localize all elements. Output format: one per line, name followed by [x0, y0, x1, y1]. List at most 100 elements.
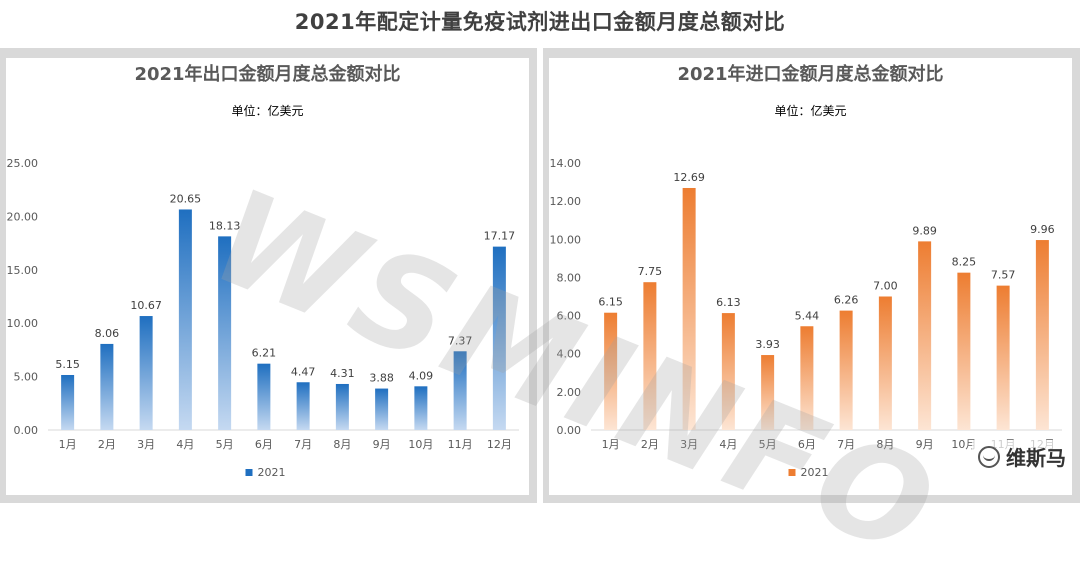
y-tick-label: 10.00	[550, 233, 582, 246]
bar-value-label: 9.89	[912, 224, 937, 237]
export-bar	[335, 383, 349, 430]
bar-value-label: 8.25	[952, 256, 977, 269]
x-tick-label: 9月	[916, 438, 934, 451]
x-tick-label: 4月	[719, 438, 737, 451]
legend-swatch	[788, 469, 796, 476]
import-bar	[957, 272, 971, 430]
import-bar	[721, 313, 735, 430]
y-tick-label: 6.00	[557, 310, 582, 323]
bar-value-label: 7.75	[638, 265, 663, 278]
x-tick-label: 5月	[216, 438, 234, 451]
x-tick-label: 2月	[641, 438, 659, 451]
export-bar	[453, 351, 467, 430]
export-bar	[218, 236, 232, 430]
bar-value-label: 6.15	[598, 296, 623, 309]
x-tick-label: 10月	[951, 438, 976, 451]
export-chart-panel: 2021年出口金额月度总金额对比单位：亿美元 0.00 5.00 10.00 15.00…	[6, 58, 529, 495]
bar-value-label: 3.88	[369, 372, 394, 385]
chart-title: 2021年出口金额月度总金额对比	[134, 63, 400, 85]
x-tick-label: 7月	[294, 438, 312, 451]
import-bar	[918, 241, 932, 430]
export-bar	[492, 246, 506, 430]
import-bar	[996, 285, 1010, 430]
bar-value-label: 10.67	[130, 299, 162, 312]
bar-value-label: 6.21	[252, 347, 277, 360]
x-tick-label: 5月	[759, 438, 777, 451]
bar-value-label: 5.44	[795, 309, 820, 322]
bar-value-label: 7.37	[448, 334, 473, 347]
export-bar	[178, 209, 192, 430]
bar-value-label: 3.93	[755, 338, 780, 351]
bar-value-label: 18.13	[209, 219, 241, 232]
y-tick-label: 14.00	[550, 157, 582, 170]
bar-value-label: 7.00	[873, 280, 898, 293]
bar-value-label: 17.17	[484, 230, 516, 243]
y-tick-label: 15.00	[7, 264, 39, 277]
x-tick-label: 11月	[448, 438, 473, 451]
import-bar	[1035, 240, 1049, 430]
y-tick-label: 4.00	[557, 348, 582, 361]
wechat-icon	[978, 445, 1000, 468]
bar-value-label: 4.47	[291, 365, 316, 378]
import-chart-panel: 2021年进口金额月度总金额对比单位：亿美元 0.00 2.00 4.00 6.00 8.…	[549, 58, 1072, 495]
x-tick-label: 9月	[373, 438, 391, 451]
x-tick-label: 6月	[798, 438, 816, 451]
import-bar	[682, 187, 696, 430]
bar-value-label: 4.09	[409, 369, 434, 382]
chart-subtitle: 单位：亿美元	[774, 103, 846, 118]
export-bar	[257, 363, 271, 430]
y-tick-label: 12.00	[550, 195, 582, 208]
import-bar	[878, 296, 892, 430]
x-tick-label: 6月	[255, 438, 273, 451]
bar-value-label: 7.57	[991, 269, 1016, 282]
bar-value-label: 20.65	[170, 192, 202, 205]
export-bar	[61, 374, 75, 430]
y-tick-label: 0.00	[557, 424, 582, 437]
y-tick-label: 0.00	[14, 424, 39, 437]
export-bar	[375, 388, 389, 430]
x-tick-label: 3月	[680, 438, 698, 451]
legend-label: 2021	[801, 466, 829, 479]
import-bar	[643, 282, 657, 430]
bar-value-label: 12.69	[673, 171, 705, 184]
x-tick-label: 7月	[837, 438, 855, 451]
export-bar	[296, 382, 310, 430]
brand-name: 维斯马	[1006, 446, 1066, 470]
y-tick-label: 20.00	[7, 210, 39, 223]
bar-value-label: 5.15	[55, 358, 80, 371]
chart-title: 2021年进口金额月度总金额对比	[677, 63, 943, 85]
x-tick-label: 1月	[59, 438, 77, 451]
import-bar	[761, 355, 775, 430]
y-tick-label: 2.00	[557, 386, 582, 399]
x-tick-label: 3月	[137, 438, 155, 451]
bar-value-label: 4.31	[330, 367, 355, 380]
x-tick-label: 8月	[333, 438, 351, 451]
chart-subtitle: 单位：亿美元	[231, 103, 303, 118]
bar-value-label: 9.96	[1030, 223, 1055, 236]
x-tick-label: 12月	[487, 438, 512, 451]
bar-value-label: 8.06	[95, 327, 120, 340]
x-tick-label: 8月	[876, 438, 894, 451]
import-bar	[839, 310, 853, 430]
y-tick-label: 10.00	[7, 317, 39, 330]
x-tick-label: 1月	[602, 438, 620, 451]
x-tick-label: 2月	[98, 438, 116, 451]
bar-value-label: 6.13	[716, 296, 741, 309]
import-bar	[800, 326, 814, 430]
legend-label: 2021	[258, 466, 286, 479]
bar-value-label: 6.26	[834, 294, 859, 307]
y-tick-label: 5.00	[14, 371, 39, 384]
export-bar	[100, 343, 114, 430]
export-bar	[414, 386, 428, 430]
legend-swatch	[245, 469, 253, 476]
x-tick-label: 4月	[176, 438, 194, 451]
brand-badge: 维斯马	[972, 440, 1072, 473]
export-bar	[139, 316, 153, 430]
x-tick-label: 10月	[408, 438, 433, 451]
y-tick-label: 8.00	[557, 271, 582, 284]
page-title: 2021年配定计量免疫试剂进出口金额月度总额对比	[294, 10, 786, 34]
y-tick-label: 25.00	[7, 157, 39, 170]
import-bar	[604, 312, 618, 430]
